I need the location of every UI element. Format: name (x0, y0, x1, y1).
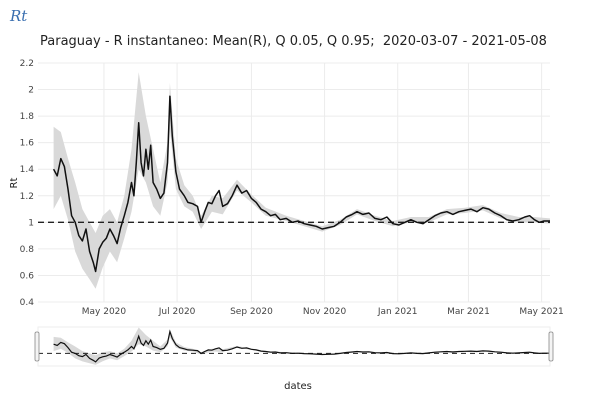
y-axis-title: Rt (9, 177, 20, 188)
y-tick-label: 1.2 (20, 192, 34, 202)
page-heading: Rt (10, 7, 28, 25)
range-slider-left-handle[interactable] (34, 331, 40, 362)
grid-layer (38, 62, 550, 303)
y-tick-label: 0.8 (20, 245, 35, 255)
x-axis-title: dates (284, 381, 312, 392)
y-tick-label: 1.6 (20, 139, 35, 149)
y-tick-label: 2.2 (20, 59, 34, 69)
y-tick-label: 0.4 (20, 298, 35, 308)
range-slider[interactable] (34, 326, 554, 367)
x-tick-label: Nov 2020 (303, 307, 347, 317)
x-tick-label: May 2021 (519, 307, 563, 317)
y-tick-label: 1.4 (20, 165, 35, 175)
x-tick-label: May 2020 (82, 307, 127, 317)
y-tick-label: 1.8 (20, 112, 35, 122)
x-tick-label: Mar 2021 (447, 307, 490, 317)
y-tick-label: 1 (28, 218, 34, 228)
quantile-band (53, 72, 550, 289)
y-tick-label: 0.6 (20, 271, 35, 281)
x-tick-label: Jan 2021 (377, 307, 418, 317)
x-axis-ticks: May 2020 Jul 2020 Sep 2020 Nov 2020 Jan 2021… (82, 307, 564, 317)
confidence-band-layer (53, 72, 550, 289)
y-axis-ticks: 0.4 0.6 0.8 1 1.2 1.4 1.6 1.8 2 2.2 (20, 59, 35, 308)
range-slider-background (37, 326, 551, 367)
slider-mean-line (53, 329, 550, 363)
x-tick-label: Jul 2020 (158, 307, 196, 317)
chart-title: Paraguay - R instantaneo: Mean(R), Q 0.0… (40, 34, 547, 49)
mean-line-layer (38, 95, 550, 273)
x-tick-label: Sep 2020 (230, 307, 273, 317)
mean-r-line (52, 95, 550, 273)
range-slider-right-handle[interactable] (548, 331, 554, 362)
y-tick-label: 2 (28, 86, 34, 96)
